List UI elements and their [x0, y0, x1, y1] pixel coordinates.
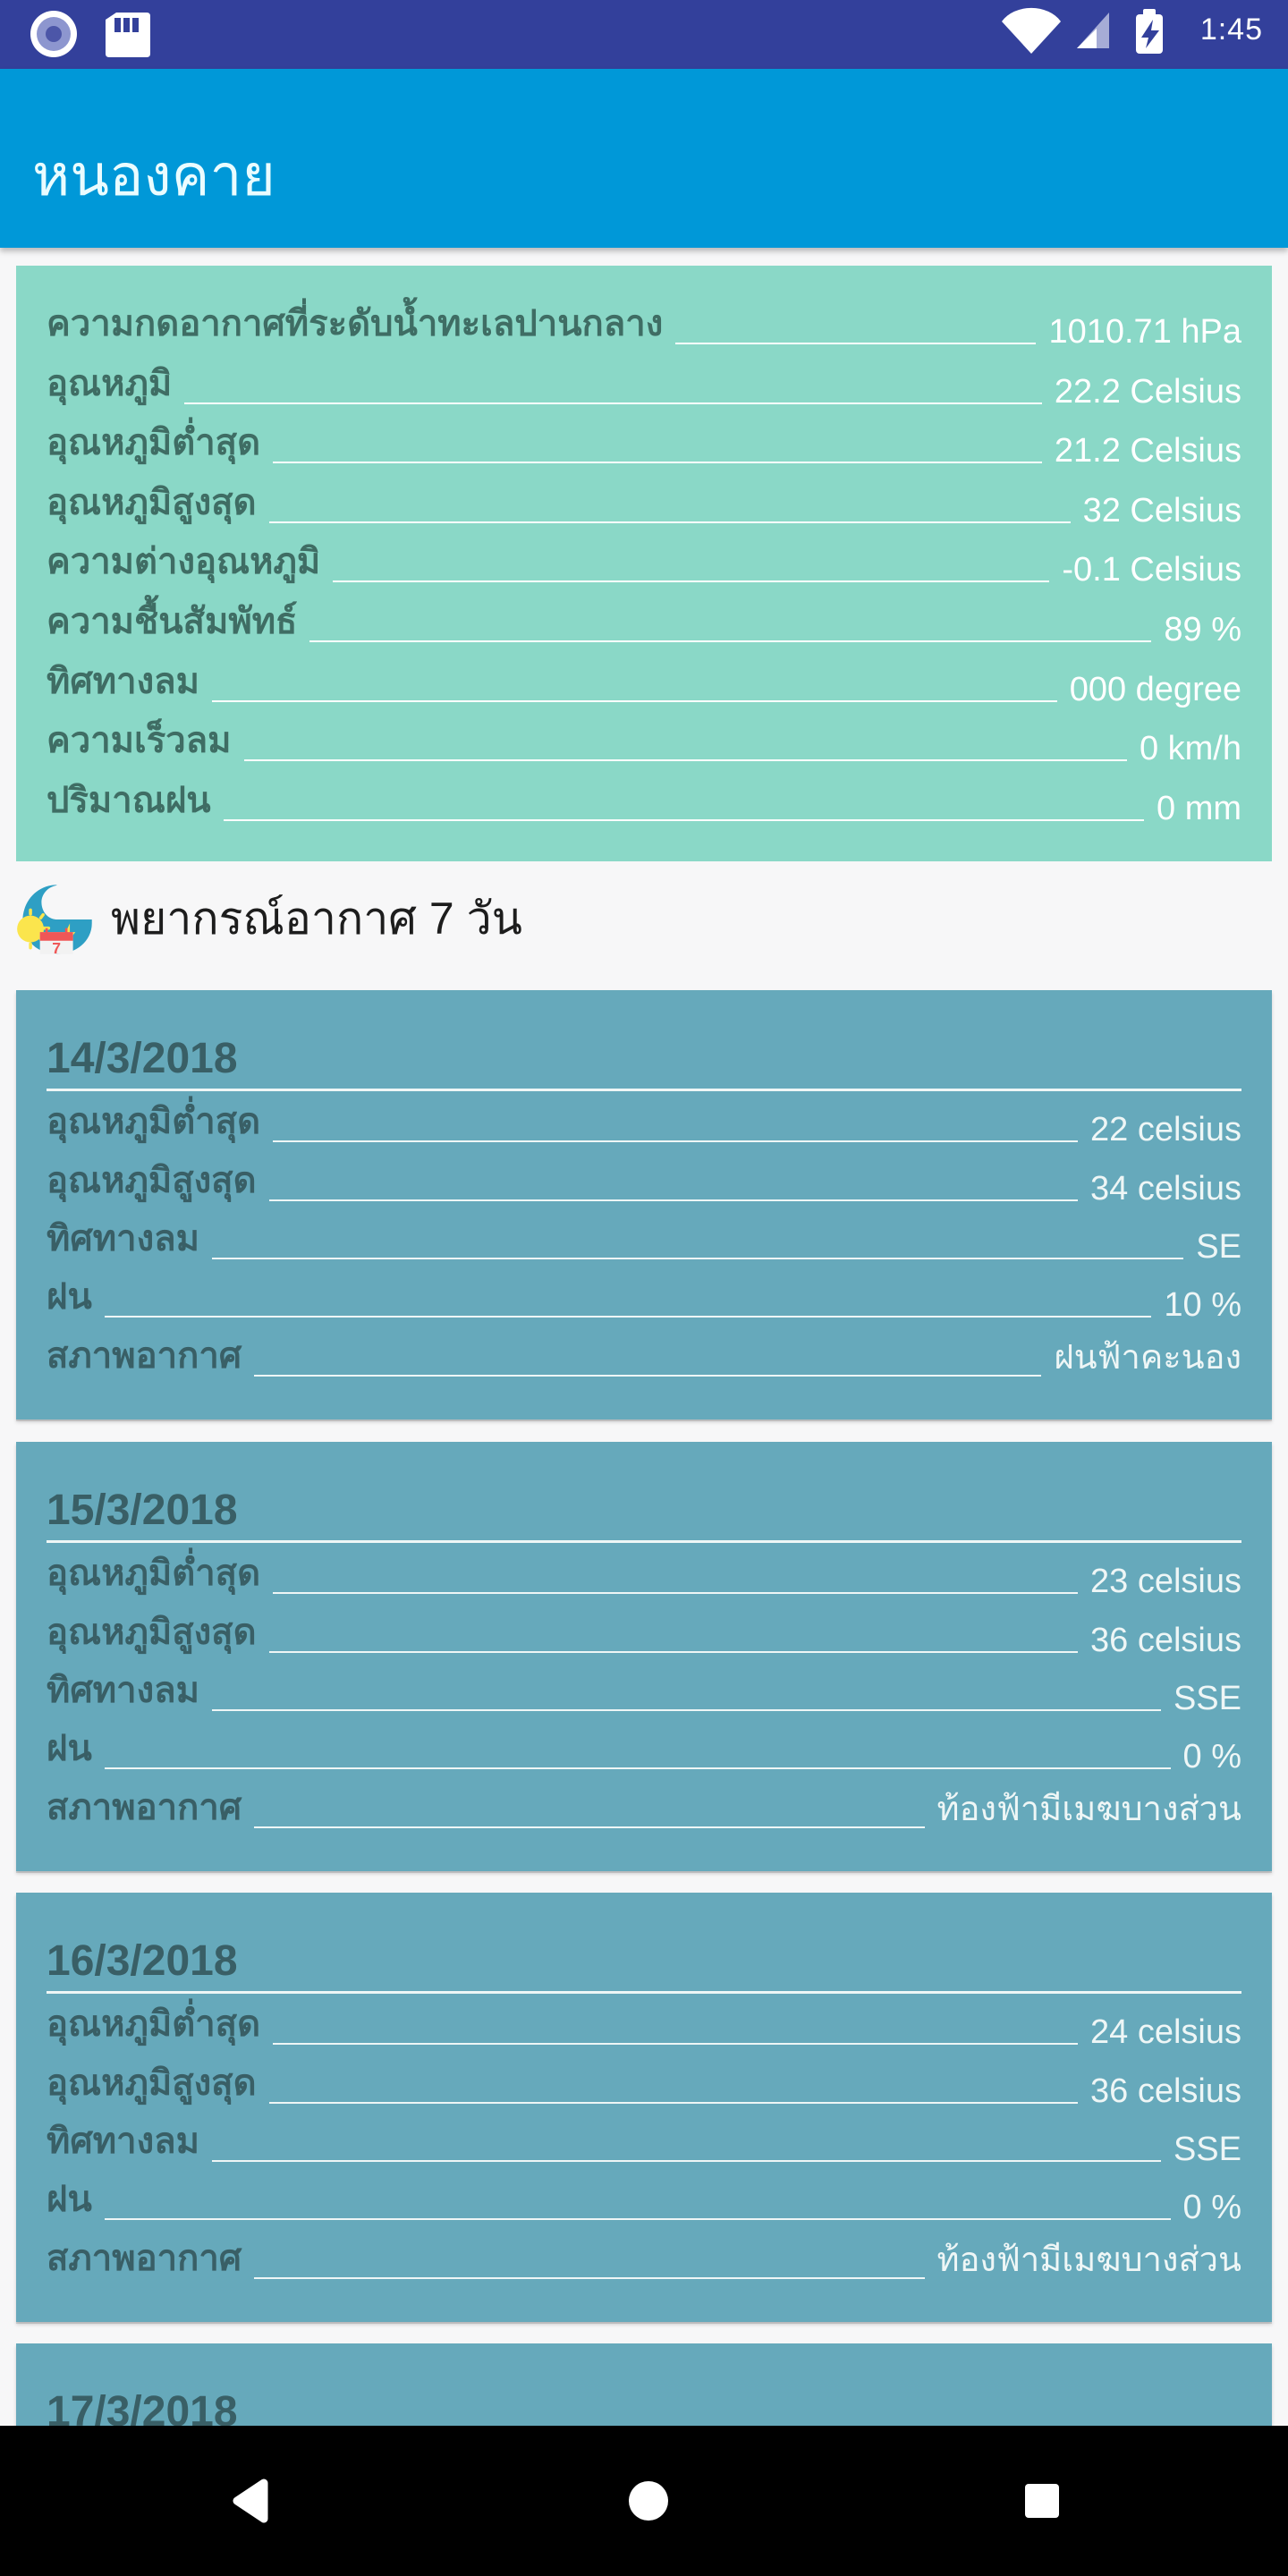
svg-text:7: 7 [52, 938, 61, 956]
